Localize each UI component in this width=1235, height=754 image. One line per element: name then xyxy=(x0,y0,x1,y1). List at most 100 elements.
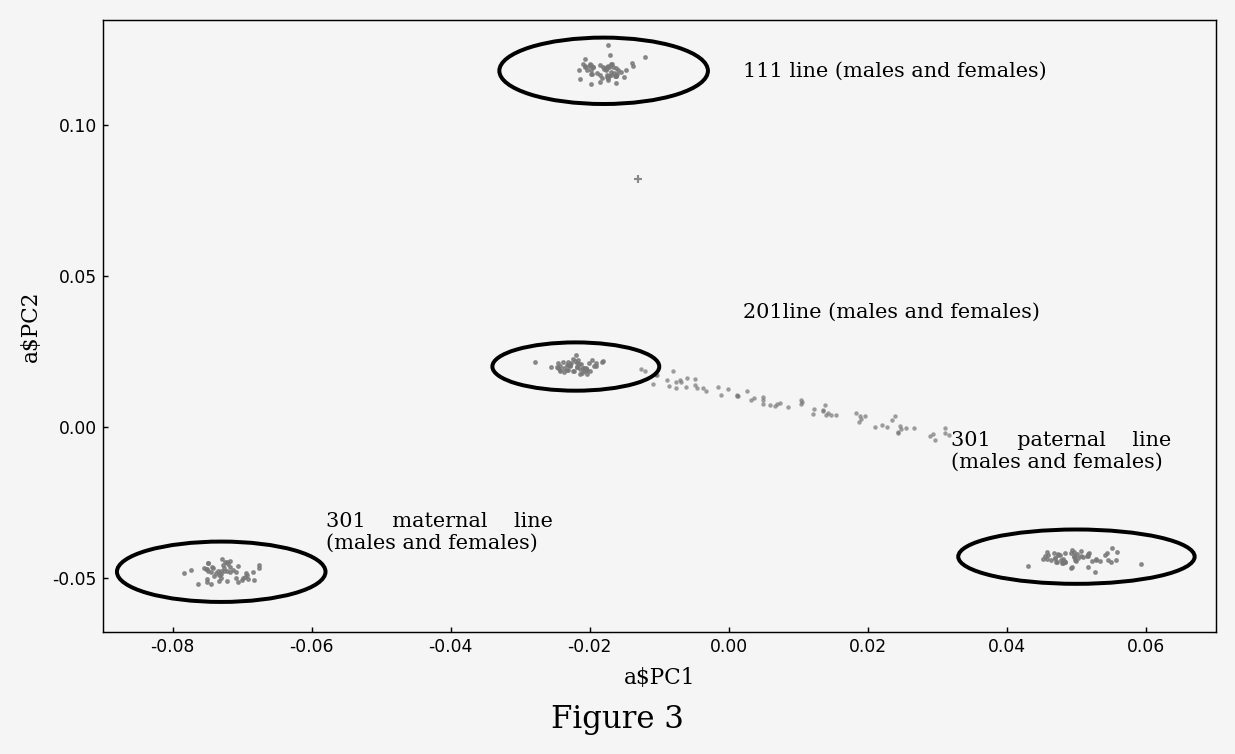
Point xyxy=(766,400,785,412)
Point xyxy=(1049,548,1068,560)
Point xyxy=(1086,553,1105,566)
Point xyxy=(597,62,616,74)
Point xyxy=(852,413,872,425)
Point xyxy=(850,410,869,422)
Point xyxy=(226,572,246,584)
Point xyxy=(196,562,216,575)
Point xyxy=(574,366,594,378)
Point xyxy=(198,566,217,578)
Point xyxy=(566,354,585,366)
Point xyxy=(217,556,237,568)
Point xyxy=(1065,546,1084,558)
Point xyxy=(935,427,955,439)
Point xyxy=(1086,566,1105,578)
Point xyxy=(737,385,757,397)
Text: 201line (males and females): 201line (males and females) xyxy=(742,302,1040,322)
Point xyxy=(579,60,599,72)
Point xyxy=(614,71,634,83)
Point xyxy=(1087,554,1107,566)
Text: 301    maternal    line
(males and females): 301 maternal line (males and females) xyxy=(326,512,552,553)
Point xyxy=(767,397,787,409)
Point xyxy=(593,357,613,369)
Point xyxy=(580,78,600,90)
Point xyxy=(232,574,252,586)
Point xyxy=(590,75,610,87)
Point xyxy=(925,434,945,446)
Point xyxy=(792,394,811,406)
Point xyxy=(561,357,580,369)
Point xyxy=(629,173,648,185)
Point xyxy=(555,362,574,374)
Point xyxy=(606,69,626,81)
Point xyxy=(583,61,603,73)
Point xyxy=(1098,554,1118,566)
Point xyxy=(563,354,583,366)
Point xyxy=(1078,561,1098,573)
Point xyxy=(708,382,727,394)
Point xyxy=(685,379,705,391)
Point xyxy=(1131,558,1151,570)
Point xyxy=(198,576,217,588)
Point xyxy=(593,61,613,73)
Point xyxy=(888,427,908,439)
Point xyxy=(1091,554,1110,566)
Point xyxy=(813,405,832,417)
Point xyxy=(569,368,589,380)
Point xyxy=(211,553,231,566)
Point xyxy=(657,374,677,386)
Point xyxy=(1082,555,1102,567)
Point xyxy=(693,382,713,394)
Point xyxy=(1067,547,1087,559)
Point xyxy=(217,575,237,587)
Point xyxy=(710,388,730,400)
Point xyxy=(1056,556,1076,568)
Point xyxy=(201,578,221,590)
Point xyxy=(601,58,621,70)
Point xyxy=(1050,549,1070,561)
Point xyxy=(574,362,594,374)
Point xyxy=(568,354,588,366)
Point xyxy=(557,363,577,375)
Point xyxy=(888,426,908,438)
Point xyxy=(1102,542,1121,554)
Point xyxy=(727,390,747,402)
Point xyxy=(877,421,897,433)
Point xyxy=(215,562,235,574)
Point xyxy=(584,360,604,372)
Point xyxy=(219,558,238,570)
Point xyxy=(1078,550,1098,562)
Point xyxy=(1035,550,1055,562)
Point xyxy=(671,374,690,386)
Point xyxy=(622,60,642,72)
Point xyxy=(582,64,601,76)
Point xyxy=(622,57,642,69)
Point xyxy=(576,362,595,374)
Point xyxy=(1073,551,1093,563)
Point xyxy=(1051,554,1071,566)
Point xyxy=(815,399,835,411)
Point xyxy=(1061,547,1081,559)
Point xyxy=(753,394,773,406)
Point xyxy=(569,64,589,76)
Point xyxy=(593,355,613,367)
X-axis label: a$PC1: a$PC1 xyxy=(624,667,695,689)
Point xyxy=(597,69,616,81)
Point xyxy=(574,61,594,73)
Point xyxy=(198,557,217,569)
Text: 301    paternal    line
(males and females): 301 paternal line (males and females) xyxy=(951,431,1172,471)
Point xyxy=(882,415,902,427)
Point xyxy=(1098,547,1118,559)
Point xyxy=(561,359,580,371)
Point xyxy=(598,60,618,72)
Point xyxy=(573,362,593,374)
Point xyxy=(1066,553,1086,566)
Point xyxy=(204,562,224,574)
Point xyxy=(609,64,629,76)
Point xyxy=(214,566,233,578)
Point xyxy=(237,569,257,581)
Point xyxy=(583,61,603,73)
Point xyxy=(1046,556,1066,568)
Point xyxy=(601,66,621,78)
Point xyxy=(211,572,231,584)
Point xyxy=(667,382,687,394)
